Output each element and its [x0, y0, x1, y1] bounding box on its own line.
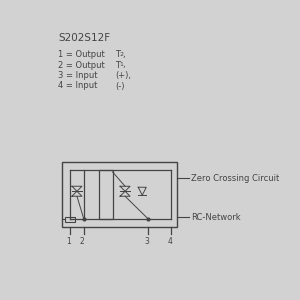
Text: 2: 2: [119, 52, 124, 56]
Text: 4: 4: [167, 237, 172, 246]
Text: 1: 1: [119, 62, 123, 67]
Text: 1: 1: [66, 237, 71, 246]
Text: 4 = Input: 4 = Input: [58, 82, 98, 91]
Text: 3 = Input: 3 = Input: [58, 71, 98, 80]
Bar: [65, 217, 75, 221]
Text: (-): (-): [115, 82, 124, 91]
Text: RC-Network: RC-Network: [191, 213, 241, 222]
Text: 1 = Output: 1 = Output: [58, 50, 105, 59]
Text: 2 = Output: 2 = Output: [58, 61, 105, 70]
Text: Zero Crossing Circuit: Zero Crossing Circuit: [191, 174, 279, 183]
Text: ,: ,: [122, 61, 125, 70]
Text: ,: ,: [122, 50, 125, 59]
Text: 2: 2: [80, 237, 85, 246]
Text: (+),: (+),: [115, 71, 131, 80]
Text: T: T: [115, 50, 120, 59]
Bar: [62, 162, 177, 227]
Text: 3: 3: [144, 237, 149, 246]
Bar: [99, 170, 112, 219]
Text: S202S12F: S202S12F: [58, 33, 110, 43]
Text: T: T: [115, 61, 120, 70]
